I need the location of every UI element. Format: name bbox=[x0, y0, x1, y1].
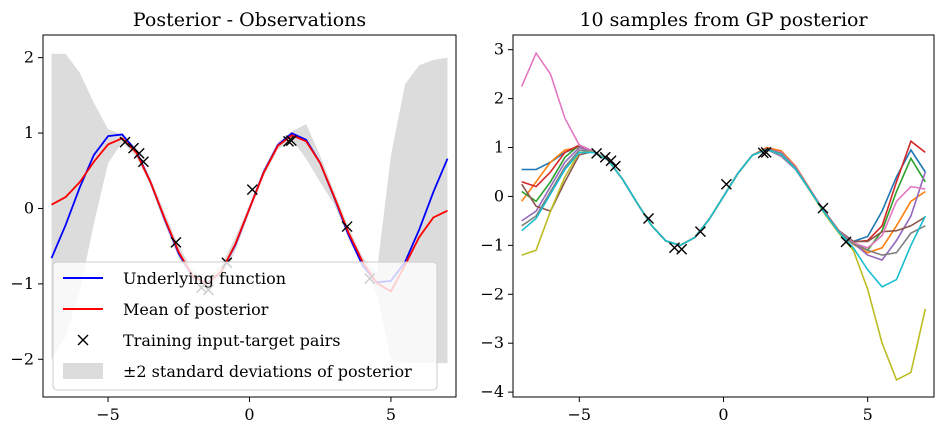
x-tick-label: 0 bbox=[244, 405, 254, 424]
observation-marker bbox=[591, 147, 603, 159]
y-tick-label: 1 bbox=[494, 138, 504, 157]
y-tick-label: 1 bbox=[24, 123, 34, 142]
observation-marker bbox=[605, 155, 617, 167]
observation-marker bbox=[609, 160, 621, 172]
chart-title: 10 samples from GP posterior bbox=[579, 9, 868, 31]
observation-marker bbox=[694, 226, 706, 238]
x-tick-label: 0 bbox=[718, 405, 728, 424]
y-tick-label: −4 bbox=[480, 382, 504, 401]
sample-line-10 bbox=[521, 148, 927, 288]
y-tick-label: −3 bbox=[480, 333, 504, 352]
observation-marker bbox=[341, 221, 353, 233]
sample-line-4 bbox=[521, 139, 926, 247]
observation-marker bbox=[840, 236, 852, 248]
sample-line-5 bbox=[521, 146, 927, 261]
observation-marker bbox=[760, 146, 772, 158]
y-tick-label: −2 bbox=[10, 349, 34, 368]
observation-marker bbox=[676, 243, 688, 255]
chart-panel-1: −5 0 5 −2 −1 0 1 2 Posterior - Observations Under… bbox=[10, 9, 457, 424]
observation-marker bbox=[133, 147, 145, 159]
observation-marker bbox=[246, 184, 258, 196]
observation-marker bbox=[283, 135, 295, 147]
observation-marker bbox=[77, 334, 89, 346]
y-tick-label: −2 bbox=[480, 284, 504, 303]
y-tick-label: 0 bbox=[24, 198, 34, 217]
observation-marker bbox=[599, 151, 611, 163]
chart-title: Posterior - Observations bbox=[133, 9, 366, 31]
observation-marker bbox=[119, 136, 131, 148]
observation-marker bbox=[817, 202, 829, 214]
legend-label: Underlying function bbox=[123, 269, 286, 288]
observation-marker bbox=[643, 212, 655, 224]
observation-marker bbox=[720, 178, 732, 190]
observation-marker bbox=[137, 156, 149, 168]
y-tick-label: 3 bbox=[494, 40, 504, 59]
x-tick-label: 5 bbox=[863, 405, 873, 424]
plot-area bbox=[520, 51, 927, 382]
y-tick-label: −1 bbox=[10, 274, 34, 293]
x-tick-label: 5 bbox=[386, 405, 396, 424]
y-tick-label: 2 bbox=[24, 48, 34, 67]
axes-frame bbox=[512, 34, 935, 398]
legend-patch bbox=[63, 363, 103, 379]
legend-box bbox=[52, 261, 438, 391]
legend-label: Training input-target pairs bbox=[123, 331, 340, 350]
y-tick-label: −1 bbox=[480, 235, 504, 254]
legend-label: Mean of posterior bbox=[123, 300, 269, 319]
x-tick-label: −5 bbox=[568, 405, 592, 424]
observation-marker bbox=[285, 135, 297, 147]
y-tick-label: 0 bbox=[494, 186, 504, 205]
legend-label: ±2 standard deviations of posterior bbox=[123, 362, 412, 381]
y-tick-label: 2 bbox=[494, 89, 504, 108]
x-tick-label: −5 bbox=[96, 405, 120, 424]
observation-marker bbox=[170, 236, 182, 248]
observation-marker bbox=[757, 147, 769, 159]
chart-panel-2: −5 0 5 −4 −3 −2 −1 0 1 2 3 10 samples from GP poste… bbox=[480, 9, 935, 424]
sample-line-8 bbox=[521, 148, 926, 256]
legend: Underlying function Mean of posterior Trai… bbox=[52, 261, 438, 391]
